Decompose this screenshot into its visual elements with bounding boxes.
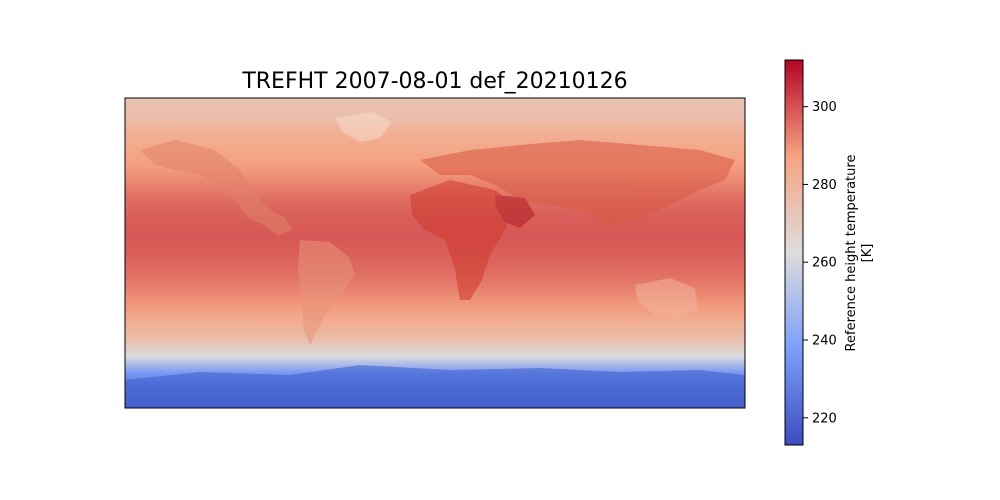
colorbar-label-line1: Reference height temperature xyxy=(844,155,859,352)
colorbar-ticks: 220 240 260 280 300 xyxy=(803,100,837,426)
arabia-hotspot xyxy=(495,195,535,228)
colorbar-tick-label: 260 xyxy=(812,256,837,271)
chart-title: TREFHT 2007-08-01 def_20210126 xyxy=(241,69,627,94)
colorbar-tick-label: 300 xyxy=(812,100,837,115)
colorbar-gradient xyxy=(785,60,803,445)
map-plot-area xyxy=(125,98,745,408)
africa-landmass xyxy=(410,180,515,300)
colorbar: 220 240 260 280 300 Reference height tempera… xyxy=(784,59,875,446)
australia-landmass xyxy=(635,278,698,318)
colorbar-tick-label: 280 xyxy=(812,178,837,193)
europe-asia-landmass xyxy=(420,140,735,225)
colorbar-frame xyxy=(784,59,804,446)
greenland-landmass xyxy=(335,112,392,142)
map-frame xyxy=(124,97,746,409)
antarctica-landmass xyxy=(125,365,745,408)
south-america-landmass xyxy=(298,240,355,345)
temperature-field xyxy=(125,98,745,408)
colorbar-label-line2: [K] xyxy=(860,244,875,263)
continents xyxy=(125,112,745,408)
colorbar-tick-label: 220 xyxy=(812,411,837,426)
north-america-landmass xyxy=(140,140,292,236)
colorbar-tick-label: 240 xyxy=(812,334,837,349)
